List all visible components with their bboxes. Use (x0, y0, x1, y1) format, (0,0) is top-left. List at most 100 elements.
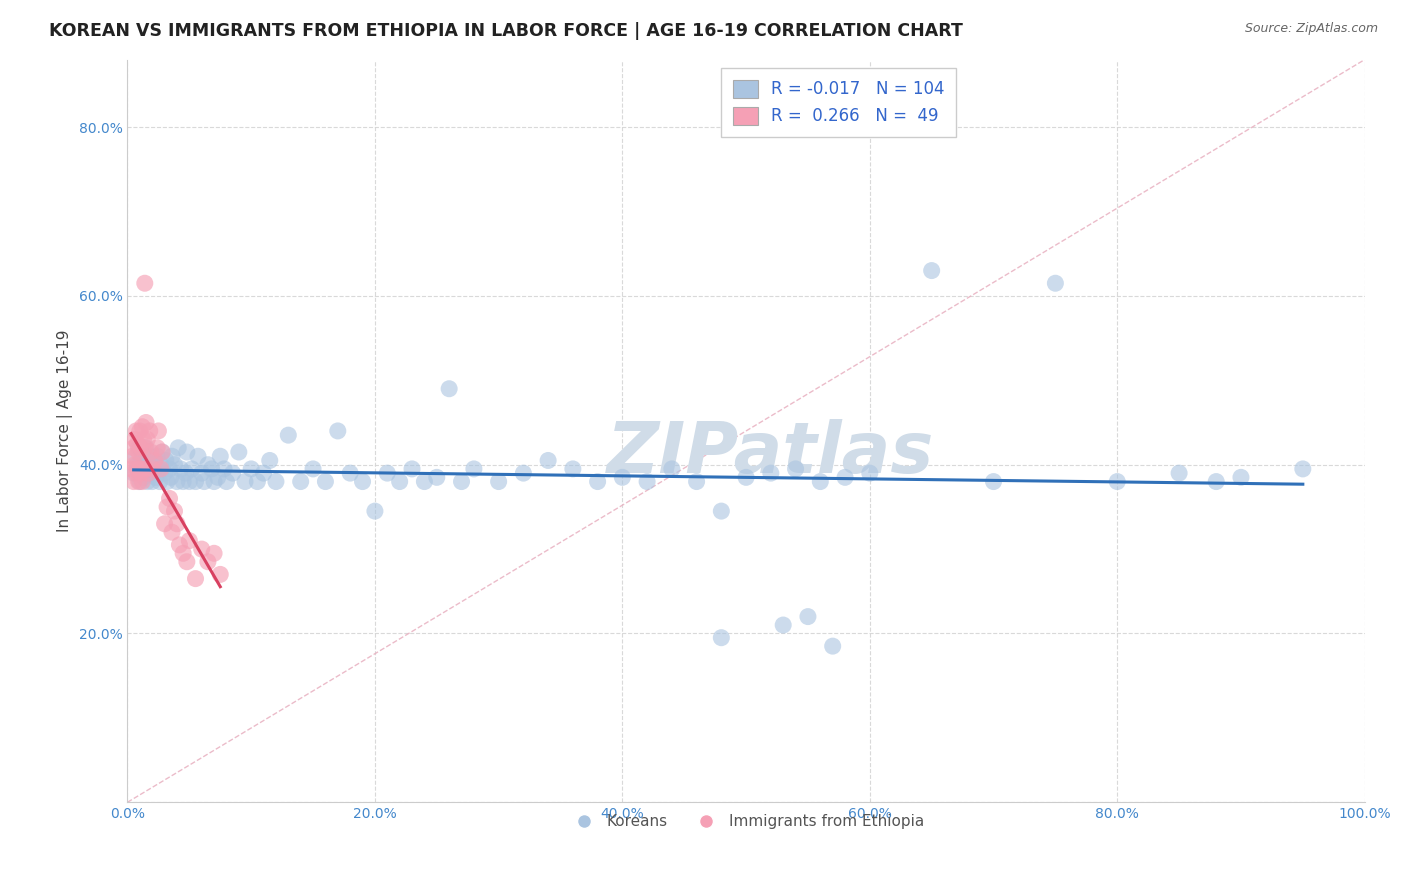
Point (1107, 475, 1129, 489)
Point (125, 449, 148, 463)
Point (834, 470, 856, 484)
Point (146, 441, 169, 455)
Point (163, 504, 186, 518)
Text: Source: ZipAtlas.com: Source: ZipAtlas.com (1244, 22, 1378, 36)
Point (710, 504, 733, 518)
Point (302, 462, 325, 476)
Point (785, 462, 807, 476)
Legend: Koreans, Immigrants from Ethiopia: Koreans, Immigrants from Ethiopia (562, 808, 929, 836)
Point (125, 466, 148, 480)
Point (149, 462, 172, 476)
Point (228, 445, 250, 459)
Point (170, 462, 193, 476)
Point (240, 462, 263, 476)
Point (169, 538, 191, 552)
Point (149, 458, 172, 472)
Point (163, 458, 186, 472)
Point (661, 462, 683, 476)
Point (153, 466, 176, 480)
Point (128, 445, 150, 459)
Point (512, 466, 534, 480)
Point (246, 475, 269, 489)
Point (129, 466, 152, 480)
Point (1045, 277, 1067, 291)
Point (426, 470, 449, 484)
Point (132, 433, 155, 447)
Point (735, 470, 758, 484)
Point (174, 466, 197, 480)
Point (122, 441, 145, 455)
Text: ZIPatlas: ZIPatlas (607, 418, 935, 488)
Point (401, 462, 423, 476)
Point (207, 470, 229, 484)
Point (215, 475, 238, 489)
Point (463, 462, 485, 476)
Point (143, 462, 166, 476)
Point (190, 542, 212, 557)
Point (179, 533, 201, 548)
Point (685, 475, 707, 489)
Point (132, 470, 155, 484)
Point (132, 462, 155, 476)
Point (122, 475, 145, 489)
Point (129, 453, 152, 467)
Point (156, 500, 179, 514)
Point (150, 445, 173, 459)
Point (921, 263, 943, 277)
Point (127, 458, 149, 472)
Point (339, 466, 361, 480)
Point (166, 475, 188, 489)
Point (148, 462, 170, 476)
Point (772, 618, 794, 632)
Point (135, 416, 157, 430)
Point (142, 453, 165, 467)
Point (135, 458, 157, 472)
Point (277, 428, 299, 442)
Point (145, 470, 167, 484)
Point (176, 555, 198, 569)
Point (128, 462, 150, 476)
Point (131, 445, 153, 459)
Point (128, 475, 150, 489)
Point (134, 441, 156, 455)
Point (290, 475, 312, 489)
Point (209, 567, 232, 582)
Point (202, 546, 225, 560)
Point (364, 504, 387, 518)
Point (172, 475, 194, 489)
Point (135, 462, 157, 476)
Point (200, 462, 222, 476)
Point (166, 516, 188, 531)
Point (612, 470, 634, 484)
Point (134, 277, 156, 291)
Point (125, 424, 148, 438)
Point (375, 466, 398, 480)
Point (1205, 475, 1227, 489)
Point (797, 609, 820, 624)
Point (252, 466, 274, 480)
Point (141, 458, 163, 472)
Point (149, 475, 172, 489)
Point (859, 466, 882, 480)
Point (488, 475, 510, 489)
Point (128, 462, 150, 476)
Point (127, 462, 149, 476)
Point (759, 466, 782, 480)
Point (167, 441, 190, 455)
Point (136, 475, 159, 489)
Point (437, 382, 460, 396)
Point (197, 555, 219, 569)
Point (821, 639, 844, 653)
Point (636, 475, 658, 489)
Point (148, 424, 170, 438)
Point (120, 462, 142, 476)
Point (131, 419, 153, 434)
Point (139, 462, 162, 476)
Point (146, 449, 169, 463)
Point (450, 475, 472, 489)
Point (202, 475, 225, 489)
Point (209, 449, 232, 463)
Point (138, 466, 160, 480)
Point (128, 441, 150, 455)
Point (388, 475, 411, 489)
